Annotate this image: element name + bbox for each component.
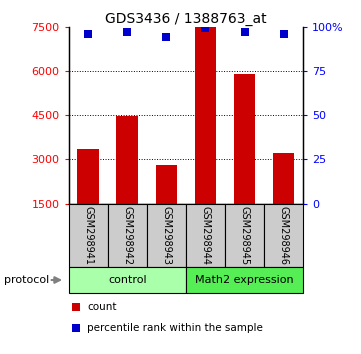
Bar <box>117 116 138 204</box>
Bar <box>77 149 99 204</box>
Text: GSM298944: GSM298944 <box>200 206 210 265</box>
Point <box>164 34 169 40</box>
Point <box>85 31 91 36</box>
Bar <box>156 165 177 204</box>
Bar <box>147 204 186 267</box>
Bar <box>264 204 303 267</box>
Bar <box>186 204 225 267</box>
Bar <box>108 204 147 267</box>
Text: Math2 expression: Math2 expression <box>195 275 294 285</box>
Title: GDS3436 / 1388763_at: GDS3436 / 1388763_at <box>105 12 267 25</box>
Text: protocol: protocol <box>4 275 49 285</box>
Text: control: control <box>108 275 147 285</box>
Bar <box>186 267 303 293</box>
Bar <box>273 153 295 204</box>
Text: GSM298941: GSM298941 <box>83 206 93 265</box>
Bar <box>69 204 108 267</box>
Point <box>281 31 287 36</box>
Text: GSM298945: GSM298945 <box>240 206 249 265</box>
Text: GSM298942: GSM298942 <box>122 206 132 265</box>
Text: GSM298943: GSM298943 <box>161 206 171 265</box>
Bar <box>69 267 186 293</box>
Point <box>73 325 79 331</box>
Text: percentile rank within the sample: percentile rank within the sample <box>87 323 263 333</box>
Text: count: count <box>87 302 117 312</box>
Point <box>124 29 130 35</box>
Bar <box>234 74 255 204</box>
Point <box>242 29 248 35</box>
Point <box>73 304 79 310</box>
Point <box>203 25 208 31</box>
Text: GSM298946: GSM298946 <box>279 206 289 265</box>
Bar <box>195 27 216 204</box>
Bar <box>225 204 264 267</box>
